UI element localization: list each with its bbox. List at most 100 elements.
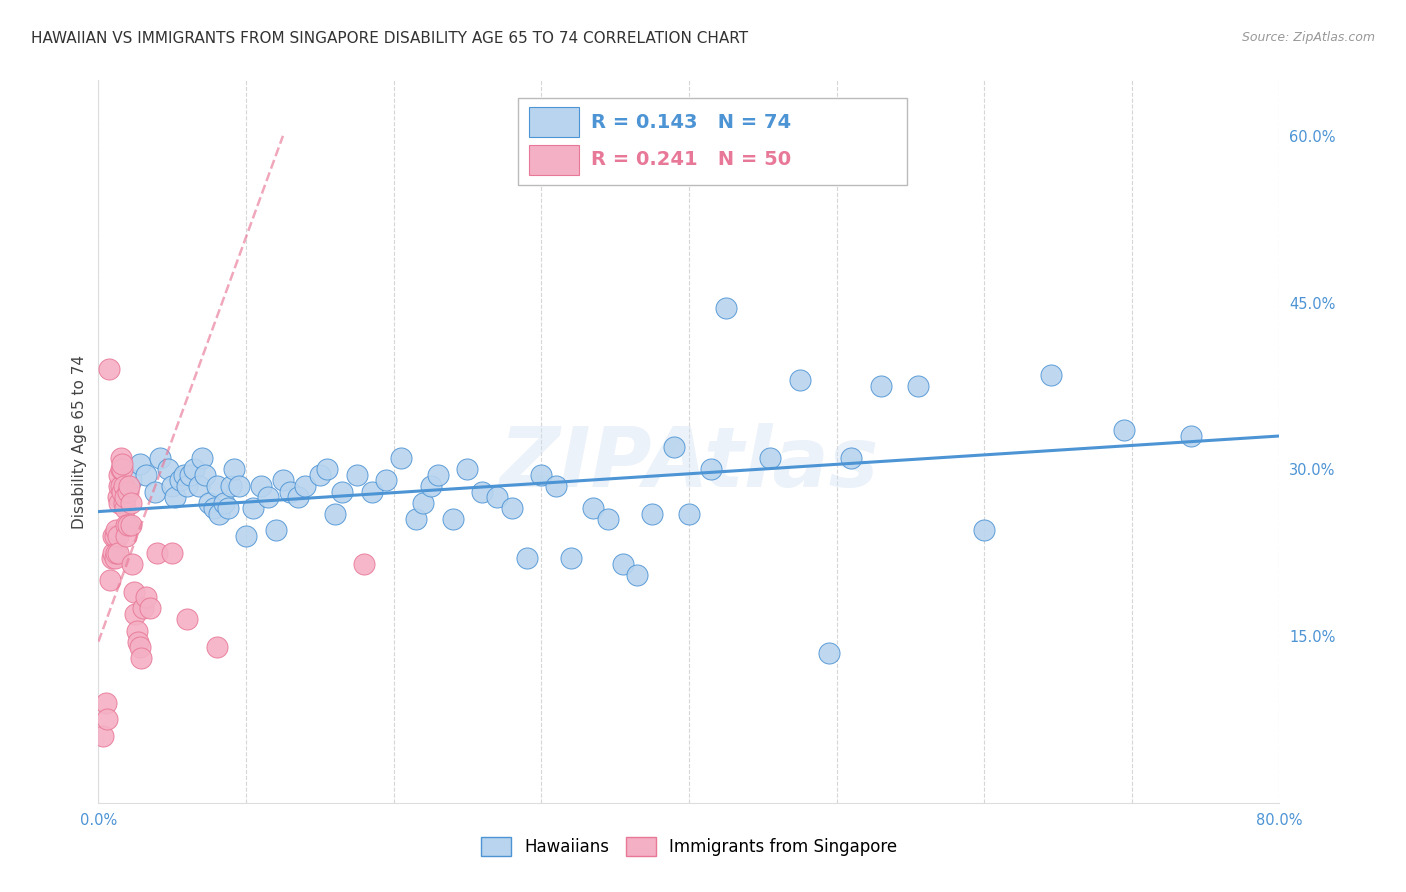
Point — [907, 379, 929, 393]
Point — [375, 474, 398, 488]
Point — [135, 590, 157, 604]
Point — [280, 484, 302, 499]
Point — [759, 451, 782, 466]
Point — [183, 462, 205, 476]
Point — [146, 546, 169, 560]
Point — [98, 574, 121, 588]
Point — [111, 462, 134, 476]
Point — [1114, 424, 1136, 438]
Point — [427, 467, 450, 482]
Point — [818, 646, 841, 660]
Point — [169, 474, 191, 488]
Point — [156, 462, 179, 476]
Point — [217, 501, 239, 516]
Point — [107, 546, 129, 560]
Point — [125, 624, 148, 638]
Point — [973, 524, 995, 538]
Point — [128, 457, 150, 471]
Point — [582, 501, 605, 516]
Point — [120, 496, 142, 510]
Point — [96, 713, 118, 727]
Point — [841, 451, 863, 466]
Text: Source: ZipAtlas.com: Source: ZipAtlas.com — [1241, 31, 1375, 45]
Point — [100, 551, 122, 566]
Point — [235, 529, 257, 543]
Point — [124, 607, 146, 621]
Point — [114, 490, 136, 504]
Point — [198, 496, 221, 510]
Text: R = 0.143   N = 74: R = 0.143 N = 74 — [591, 112, 792, 132]
Point — [149, 451, 172, 466]
Point — [129, 651, 152, 665]
Point — [250, 479, 273, 493]
Point — [165, 490, 187, 504]
Point — [205, 479, 228, 493]
Point — [714, 301, 737, 315]
Point — [1180, 429, 1202, 443]
Point — [641, 507, 664, 521]
Point — [546, 479, 568, 493]
Point — [501, 501, 523, 516]
Point — [176, 612, 198, 626]
Point — [122, 584, 145, 599]
Point — [208, 507, 231, 521]
Point — [612, 557, 634, 571]
Point — [139, 601, 162, 615]
Point — [360, 484, 382, 499]
Point — [117, 517, 139, 532]
Point — [108, 496, 131, 510]
Point — [105, 524, 128, 538]
Point — [120, 474, 142, 488]
Point — [346, 467, 368, 482]
Point — [309, 467, 332, 482]
Point — [271, 474, 294, 488]
FancyBboxPatch shape — [530, 145, 579, 175]
Point — [173, 467, 195, 482]
Text: ZIPAtlas: ZIPAtlas — [499, 423, 879, 504]
Point — [104, 529, 127, 543]
Point — [115, 529, 138, 543]
Point — [115, 517, 138, 532]
Point — [105, 546, 128, 560]
Point — [626, 568, 648, 582]
Point — [560, 551, 582, 566]
Point — [103, 529, 125, 543]
Point — [128, 640, 150, 655]
Point — [257, 490, 280, 504]
Point — [162, 479, 183, 493]
Point — [132, 601, 155, 615]
Y-axis label: Disability Age 65 to 74: Disability Age 65 to 74 — [72, 354, 87, 529]
FancyBboxPatch shape — [530, 107, 579, 137]
Point — [202, 501, 225, 516]
Point — [870, 379, 893, 393]
Point — [107, 490, 129, 504]
Legend: Hawaiians, Immigrants from Singapore: Hawaiians, Immigrants from Singapore — [474, 830, 904, 863]
Point — [94, 696, 117, 710]
Point — [1039, 368, 1062, 382]
Point — [664, 440, 686, 454]
Point — [110, 462, 132, 476]
Point — [107, 529, 129, 543]
FancyBboxPatch shape — [517, 98, 907, 185]
Point — [110, 451, 132, 466]
Point — [441, 512, 464, 526]
Point — [179, 467, 201, 482]
Point — [457, 462, 479, 476]
Point — [187, 479, 209, 493]
Point — [221, 479, 243, 493]
Point — [135, 467, 157, 482]
Point — [228, 479, 250, 493]
Point — [412, 496, 434, 510]
Point — [516, 551, 538, 566]
Point — [108, 467, 131, 482]
Point — [118, 479, 141, 493]
Point — [287, 490, 309, 504]
Point — [176, 479, 198, 493]
Point — [205, 640, 228, 655]
Point — [389, 451, 412, 466]
Point — [162, 546, 183, 560]
Point — [242, 501, 264, 516]
Point — [191, 451, 214, 466]
Point — [700, 462, 723, 476]
Point — [120, 517, 142, 532]
